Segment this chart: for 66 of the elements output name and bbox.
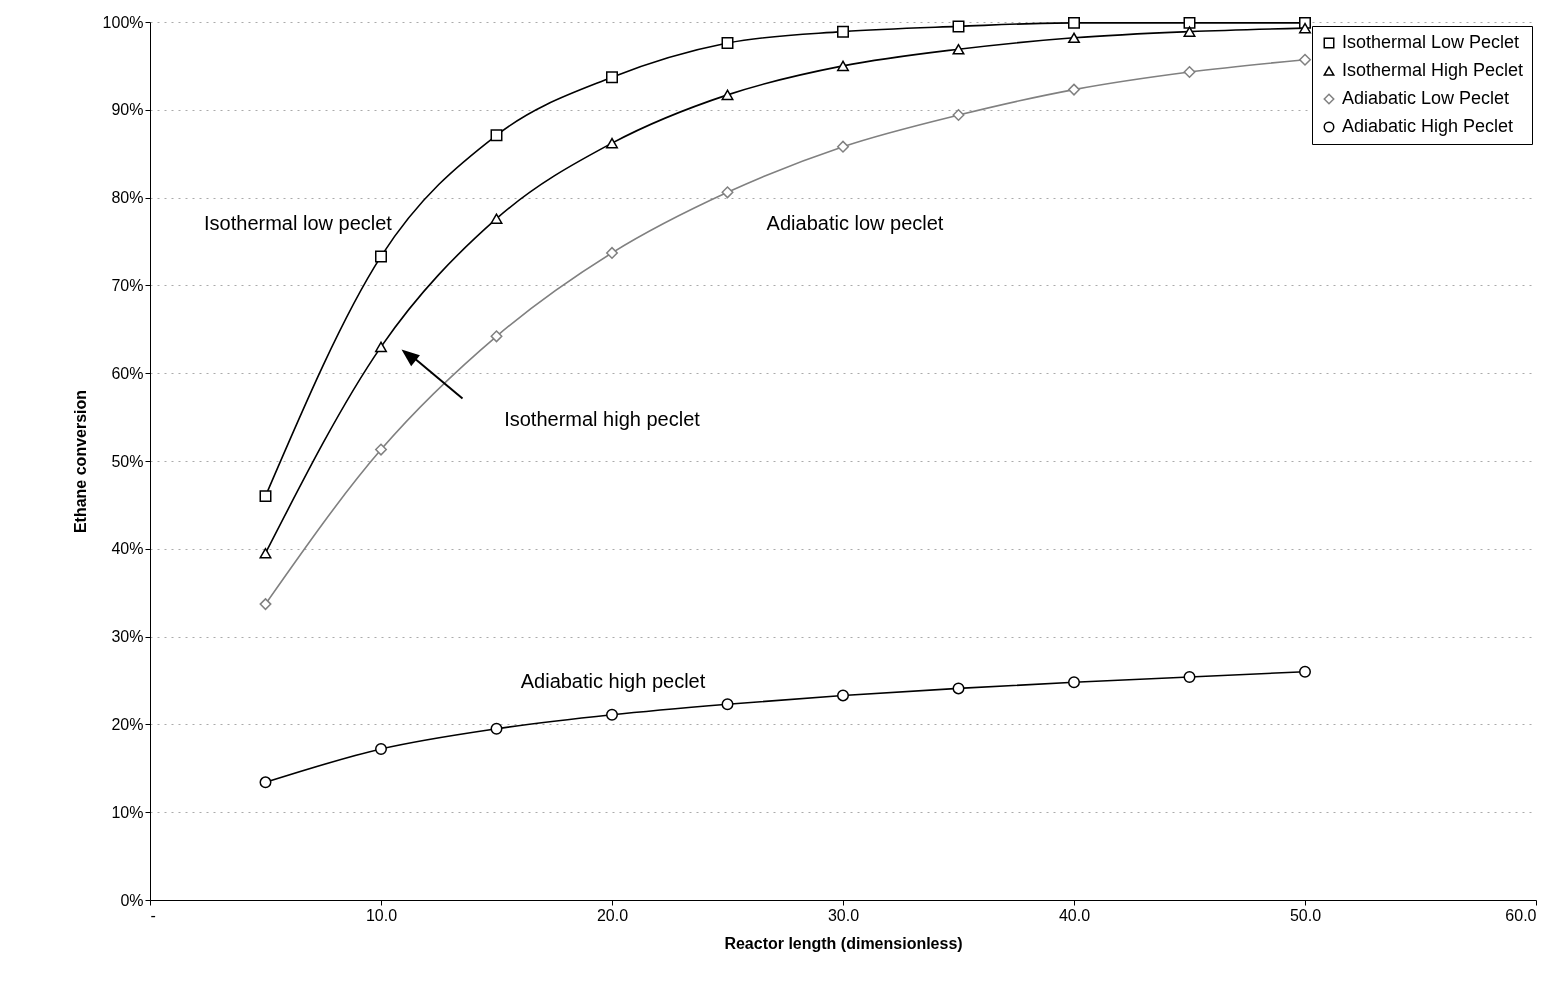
point: [1068, 16, 1080, 29]
annotation: Isothermal low peclet: [204, 212, 393, 234]
y-tick-label: 0%: [120, 891, 144, 909]
point: [721, 698, 734, 711]
y-tick-label: 100%: [102, 13, 144, 31]
y-tick-label: 70%: [111, 276, 144, 294]
point: [1183, 26, 1196, 37]
x-tick-label: 10.0: [365, 906, 398, 924]
point: [837, 689, 849, 702]
y-axis-title: Ethane conversion: [71, 389, 89, 534]
point: [721, 186, 734, 199]
point: [259, 598, 272, 611]
point: [259, 490, 272, 503]
point: [1068, 32, 1080, 44]
point: [952, 43, 965, 55]
point: [490, 213, 503, 224]
legend-label: Adiabatic Low Peclet: [1342, 88, 1510, 108]
y-tick-label: 10%: [111, 803, 144, 821]
annotation: Adiabatic low peclet: [766, 212, 944, 234]
y-tick-label: 20%: [111, 715, 144, 733]
point: [1299, 665, 1311, 678]
x-axis-title: Reactor length (dimensionless): [724, 934, 963, 952]
point: [1183, 66, 1196, 79]
point: [721, 89, 734, 101]
point: [490, 129, 503, 142]
y-tick-label: 40%: [111, 540, 144, 558]
y-tick-label: 80%: [111, 189, 144, 207]
annotation: Isothermal high peclet: [504, 408, 701, 430]
legend-label: Isothermal Low Peclet: [1342, 32, 1520, 52]
y-tick-label: 90%: [111, 101, 144, 119]
point: [1183, 671, 1196, 683]
point: [606, 71, 618, 84]
x-tick-label: 40.0: [1058, 906, 1091, 924]
point: [375, 443, 387, 456]
point: [490, 722, 503, 735]
point: [259, 776, 272, 789]
point: [952, 109, 965, 122]
point: [259, 547, 272, 559]
point: [1068, 676, 1080, 689]
point: [375, 250, 387, 263]
legend-label: Isothermal High Peclet: [1342, 60, 1524, 80]
point: [606, 137, 618, 149]
x-tick-label: -: [150, 906, 156, 924]
point: [1299, 53, 1311, 66]
y-tick-label: 50%: [111, 452, 144, 470]
point: [952, 20, 965, 33]
point: [837, 60, 849, 72]
legend-label: Adiabatic High Peclet: [1342, 116, 1514, 136]
point: [837, 25, 849, 38]
y-tick-label: 30%: [111, 628, 144, 646]
point: [606, 708, 618, 721]
point: [837, 140, 849, 153]
point: [1299, 22, 1311, 34]
x-tick-label: 50.0: [1289, 906, 1322, 924]
y-tick-label: 60%: [111, 364, 144, 382]
point: [375, 743, 387, 755]
x-tick-label: 20.0: [596, 906, 629, 924]
point: [721, 37, 734, 50]
annotation: Adiabatic high peclet: [520, 670, 706, 692]
point: [490, 330, 503, 343]
x-tick-label: 30.0: [827, 906, 860, 924]
point: [1068, 83, 1080, 96]
point: [606, 246, 618, 259]
point: [375, 341, 387, 353]
x-tick-label: 60.0: [1505, 906, 1537, 924]
point: [952, 682, 965, 695]
